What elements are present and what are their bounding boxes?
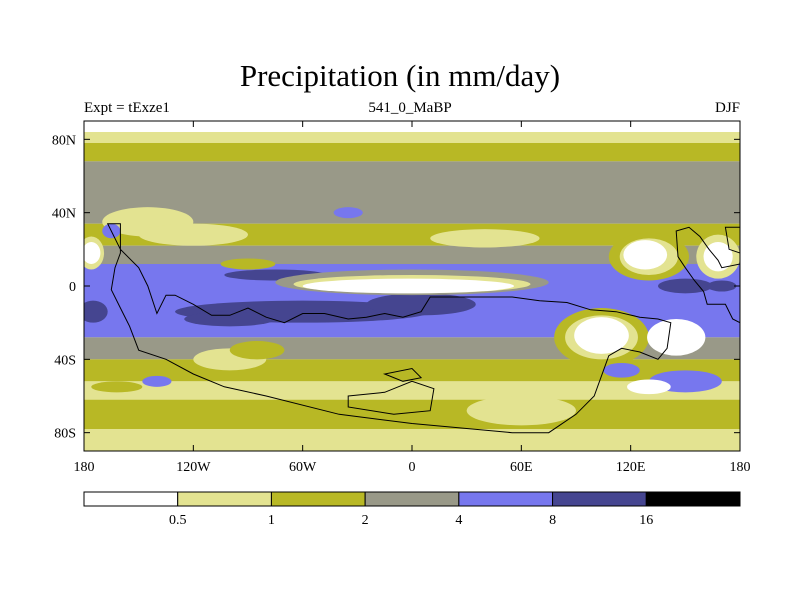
precip-cell-27 xyxy=(627,379,671,395)
experiment-label: Expt = tExze1 xyxy=(84,100,170,116)
precip-cell-20 xyxy=(84,300,108,323)
precip-band-2 xyxy=(84,143,740,162)
y-tick-label-0: 80N xyxy=(52,133,76,148)
precip-band-4 xyxy=(84,223,740,246)
precip-cell-24 xyxy=(603,363,640,378)
coastline-island-south-1 xyxy=(347,380,435,415)
precip-cell-3 xyxy=(366,293,476,316)
precip-cell-34 xyxy=(220,258,276,270)
colorbar-swatch-0 xyxy=(83,491,179,507)
precip-band-1 xyxy=(84,132,740,143)
precip-cell-17 xyxy=(647,319,706,356)
axis-ticks: 180 120W 60W 0 60E 120E 180 80N 40N 0 40S 80S xyxy=(52,121,751,475)
precipitation-field xyxy=(84,121,740,451)
x-tick-label-6: 180 xyxy=(730,460,751,475)
coastline-layer xyxy=(106,223,740,434)
x-tick-label-0: 180 xyxy=(74,460,95,475)
precip-band-9 xyxy=(84,381,740,400)
colorbar-swatch-2 xyxy=(270,491,366,507)
colorbar-swatch-4 xyxy=(458,491,554,507)
precip-cell-9 xyxy=(623,240,668,270)
precip-cell-22 xyxy=(229,341,285,360)
coastline-continent-west xyxy=(106,223,672,434)
colorbar-swatch-1 xyxy=(177,491,272,507)
colorbar-label-1: 1 xyxy=(268,513,275,528)
y-tick-label-2: 0 xyxy=(69,280,76,295)
chart-title: Precipitation (in mm/day) xyxy=(239,58,561,93)
coastline-continent-far-east xyxy=(724,226,740,254)
x-tick-label-5: 120E xyxy=(616,460,646,475)
colorbar: 0.5 1 2 4 8 16 xyxy=(83,491,741,528)
precip-cell-31 xyxy=(430,229,540,248)
colorbar-label-4: 8 xyxy=(549,513,556,528)
precip-cell-6 xyxy=(302,278,515,294)
x-tick-label-4: 60E xyxy=(510,460,533,475)
colorbar-label-5: 16 xyxy=(639,513,653,528)
colorbar-label-0: 0.5 xyxy=(169,513,187,528)
precip-cell-18 xyxy=(658,278,713,294)
colorbar-swatch-5 xyxy=(552,491,647,507)
precip-cell-26 xyxy=(142,375,172,387)
precip-cell-13 xyxy=(84,242,101,264)
precip-cell-11 xyxy=(703,241,733,272)
colorbar-label-2: 2 xyxy=(362,513,369,528)
y-tick-label-3: 40S xyxy=(54,353,76,368)
precip-cell-16 xyxy=(574,317,629,354)
colorbar-label-3: 4 xyxy=(455,513,462,528)
precip-cell-25 xyxy=(91,381,143,393)
coastline-continent-east xyxy=(675,226,740,324)
coastline-island-south-2 xyxy=(382,367,423,382)
x-tick-label-1: 120W xyxy=(176,460,211,475)
precip-cell-30 xyxy=(138,223,248,246)
y-tick-label-1: 40N xyxy=(52,207,76,222)
y-tick-label-4: 80S xyxy=(54,427,76,442)
precip-cell-28 xyxy=(466,396,576,426)
precip-band-10 xyxy=(84,399,740,429)
precip-cell-2 xyxy=(184,311,276,327)
colorbar-swatch-3 xyxy=(364,491,460,507)
precip-cell-32 xyxy=(333,207,363,219)
colorbar-swatch-6 xyxy=(645,491,741,507)
precip-band-8 xyxy=(84,359,740,382)
precip-band-11 xyxy=(84,429,740,451)
season-label: DJF xyxy=(714,100,740,116)
x-tick-label-2: 60W xyxy=(289,460,317,475)
x-tick-label-3: 0 xyxy=(409,460,416,475)
precip-cell-19 xyxy=(707,280,737,292)
period-label: 541_0_MaBP xyxy=(368,100,452,116)
precip-band-3 xyxy=(84,161,740,224)
